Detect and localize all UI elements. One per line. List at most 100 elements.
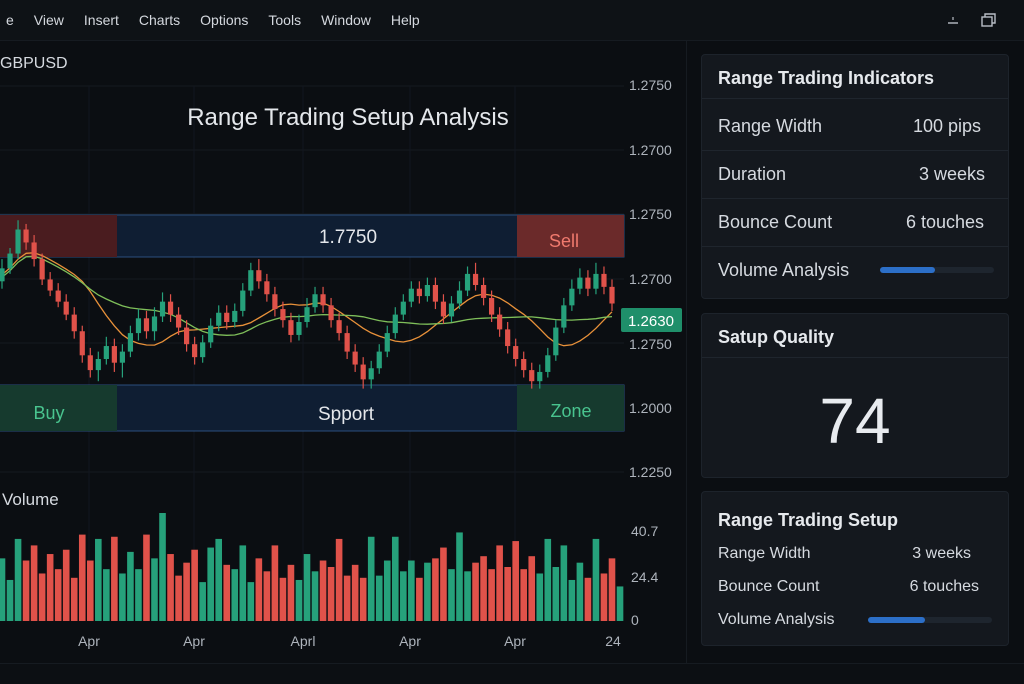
candle [384,325,390,358]
volume-bar [480,556,487,621]
menu-file[interactable]: e [6,12,14,28]
volume-bar [30,545,38,621]
candle-body [87,355,93,371]
volume-bar [135,569,142,621]
panel-divider [702,98,1008,99]
candle [448,296,455,322]
menu-tools[interactable]: Tools [268,12,302,28]
candle [569,279,575,311]
candle [280,301,286,328]
volume-bar [62,549,70,621]
candle-body [368,368,374,380]
candle [23,223,29,250]
candle [296,314,302,341]
candle-body [95,359,101,371]
range-indicators-panel: Range Trading Indicators Range Width 100… [701,54,1009,299]
volume-bar [38,573,46,621]
volume-bar [383,560,391,621]
volume-bar [319,560,327,621]
candle-body [497,314,503,330]
restore-icon[interactable] [974,0,1004,40]
candle [392,307,398,339]
candle-body [143,318,150,332]
volume-bar [207,547,214,621]
candle [553,320,559,361]
status-bar [0,663,1024,684]
menu-options[interactable]: Options [200,12,249,28]
candle [208,318,214,348]
menu-window[interactable]: Window [321,12,371,28]
volume-bar [512,541,519,621]
volume-bar [223,564,231,621]
candle-body [167,301,174,315]
candle-body [609,286,615,304]
price-tick: 1.2750 [629,206,672,222]
candle-body [256,270,262,282]
volume-analysis-bar [880,267,994,273]
volume-bar [616,586,624,621]
volume-bar [544,538,552,621]
minimize-icon[interactable] [938,0,968,40]
volume-bar [400,571,407,621]
volume-bar [143,534,150,621]
price-chart[interactable]: GBPUSD Range Trading Setup Analysis 1.77… [0,41,686,663]
price-tick: 1.2250 [629,464,672,480]
candle-body [464,273,471,291]
volume-title: Volume [2,490,59,509]
candle-body [545,355,551,372]
candle-body [400,301,406,315]
volume-bar [287,564,295,621]
chart-panel[interactable]: GBPUSD Range Trading Setup Analysis 1.77… [0,41,687,663]
candle [416,281,422,304]
candle [7,248,13,274]
candle [601,266,607,295]
volume-bar [576,562,584,621]
candle [175,307,182,335]
candle [167,294,174,322]
candle-body [111,346,117,363]
volume-bar [215,538,223,621]
volume-bar [552,567,560,621]
price-tag [621,308,682,332]
setup-volume-bar [868,617,992,623]
candle [336,312,342,341]
setup-quality-score: 74 [819,385,891,457]
candle [224,305,230,330]
menu-help[interactable]: Help [390,12,420,28]
candle [63,294,69,321]
candle [497,307,503,337]
resistance-label: 1.7750 [319,227,377,248]
volume-tick: 0 [631,612,639,628]
candle-body [232,310,238,322]
volume-bar [560,545,568,621]
candle-body [424,285,430,297]
volume-bar [496,545,503,621]
candle [561,297,567,334]
chart-grid [0,85,624,621]
candle-body [23,229,29,243]
candle-body [456,290,463,304]
panel-divider [702,198,1008,199]
setup-quality-panel: Satup Quality 74 [701,313,1009,478]
volume-bar [311,571,319,621]
volume-bar [86,560,94,621]
menu-view[interactable]: View [33,12,64,28]
candle-body [529,370,535,382]
candle [184,320,190,352]
volume-bar [303,554,311,621]
volume-bar [255,558,263,621]
volume-bar [0,558,6,621]
menu-charts[interactable]: Charts [138,12,181,28]
candle-body [513,346,519,359]
duration-label: Duration [718,164,787,184]
volume-bar [191,549,198,621]
candle-body [577,277,583,289]
candle [248,262,254,297]
candle-body [472,273,479,285]
x-tick: Apr [399,633,421,649]
menu-insert[interactable]: Insert [83,12,119,28]
price-tick: 1.2750 [629,77,672,93]
range-indicators-title: Range Trading Indicators [718,68,935,88]
x-tick: 24 [605,633,621,649]
volume-bar [279,577,287,621]
